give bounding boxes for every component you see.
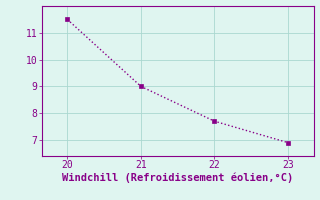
X-axis label: Windchill (Refroidissement éolien,°C): Windchill (Refroidissement éolien,°C) — [62, 173, 293, 183]
